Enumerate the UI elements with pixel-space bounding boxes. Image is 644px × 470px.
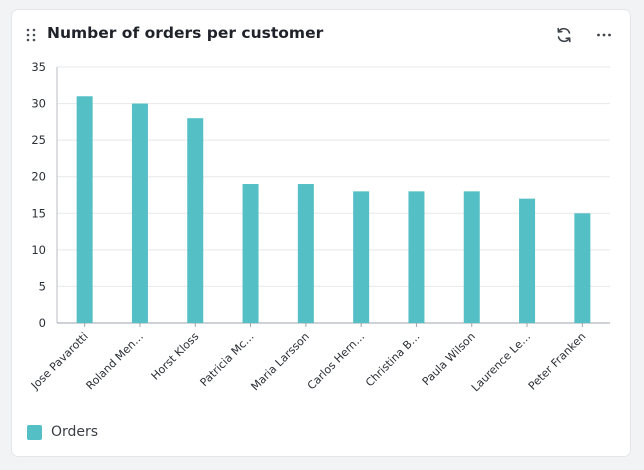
x-tick-label: Maria Larsson <box>249 330 312 393</box>
more-options-button[interactable] <box>593 24 615 46</box>
x-tick-label: Horst Kloss <box>149 330 202 383</box>
bar <box>463 191 480 323</box>
bar <box>297 184 314 323</box>
bar <box>242 184 259 323</box>
y-tick-label: 10 <box>31 243 46 257</box>
y-tick-label: 0 <box>39 316 46 330</box>
bar <box>519 198 536 323</box>
chart-title: Number of orders per customer <box>47 24 324 42</box>
x-tick-label: Patricia Mc… <box>198 330 257 389</box>
x-tick-label: Peter Franken <box>526 330 589 393</box>
y-tick-label: 20 <box>31 170 46 184</box>
y-tick-label: 15 <box>31 206 46 220</box>
legend-swatch <box>27 424 42 440</box>
x-tick-label: Paula Wilson <box>420 330 478 388</box>
y-tick-label: 5 <box>39 279 46 293</box>
grid-lines <box>57 66 610 287</box>
bar <box>408 191 425 323</box>
bars <box>76 96 591 323</box>
x-tick-label: Laurence Le… <box>469 330 533 394</box>
drag-handle-icon[interactable] <box>25 28 37 42</box>
chart-card: Number of orders per customer 0 5 10 15 20 25… <box>12 10 630 456</box>
refresh-icon <box>557 27 571 43</box>
bar <box>353 191 370 323</box>
legend[interactable]: Orders <box>27 424 98 440</box>
refresh-button[interactable] <box>553 24 575 46</box>
card-header: Number of orders per customer <box>12 10 630 60</box>
x-tick-label: Jose Pavarotti <box>28 330 91 393</box>
bar <box>187 118 204 323</box>
x-tick-label: Christina B… <box>363 330 422 389</box>
y-tick-label: 30 <box>31 97 46 111</box>
y-tick-label: 25 <box>31 133 46 147</box>
y-tick-label: 35 <box>31 60 46 74</box>
x-tick-label: Carlos Hern… <box>305 330 367 392</box>
more-options-icon <box>597 33 611 37</box>
bar <box>131 103 148 323</box>
x-tick-label: Roland Men… <box>84 330 146 392</box>
bar <box>574 213 591 323</box>
legend-label: Orders <box>51 424 99 440</box>
bar <box>76 96 93 323</box>
axes <box>56 67 610 327</box>
